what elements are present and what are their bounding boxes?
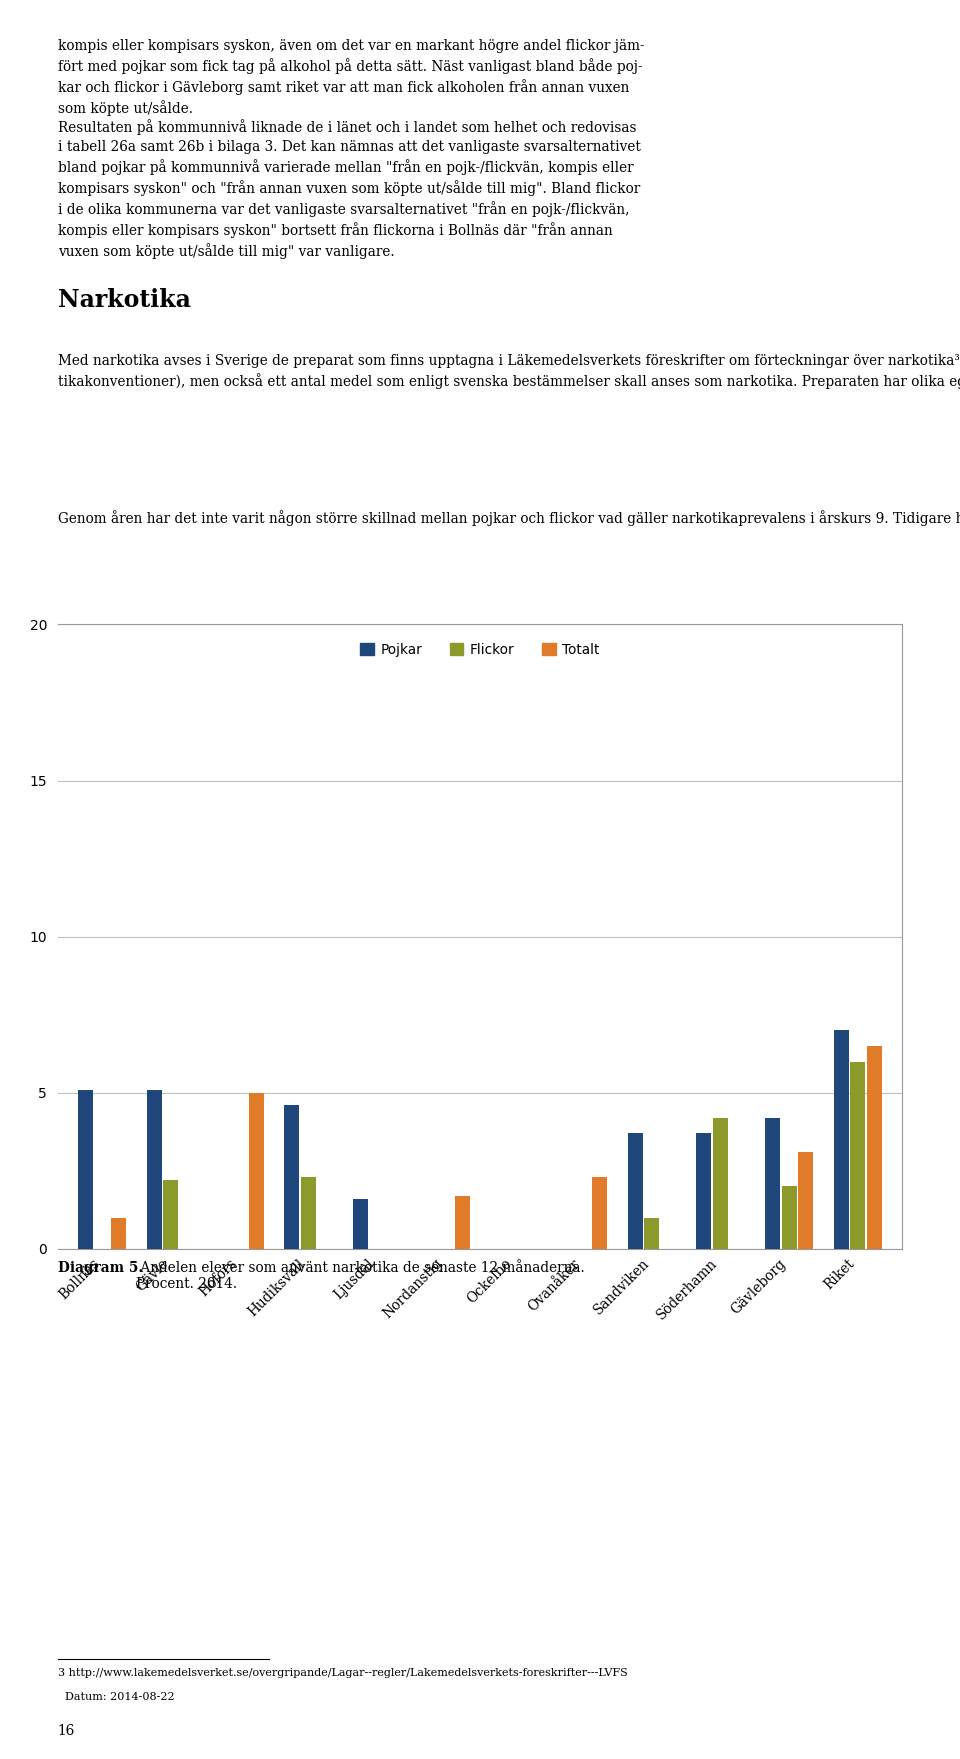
Text: 3 http://www.lakemedelsverket.se/overgripande/Lagar--regler/Lakemedelsverkets-fo: 3 http://www.lakemedelsverket.se/overgri… [58, 1668, 627, 1678]
Bar [111, 1217, 127, 1249]
Text: 16: 16 [58, 1724, 75, 1738]
Text: Med narkotika avses i Sverige de preparat som finns upptagna i Läkemedelsverkets: Med narkotika avses i Sverige de prepara… [58, 352, 960, 389]
Text: Datum: 2014-08-22: Datum: 2014-08-22 [58, 1692, 174, 1703]
Bar [867, 1047, 882, 1249]
Bar [353, 1200, 368, 1249]
Bar [284, 1105, 300, 1249]
Bar [163, 1180, 179, 1249]
Bar [249, 1092, 264, 1249]
Text: Narkotika: Narkotika [58, 288, 190, 313]
Bar [798, 1152, 813, 1249]
Bar [851, 1061, 865, 1249]
Text: Diagram 5.: Diagram 5. [58, 1261, 143, 1275]
Text: Andelen elever som använt narkotika de senaste 12 månaderna.
Procent. 2014.: Andelen elever som använt narkotika de s… [136, 1261, 585, 1291]
Bar [833, 1031, 849, 1249]
Bar [781, 1187, 797, 1249]
Bar [147, 1089, 162, 1249]
Bar [300, 1177, 316, 1249]
Bar [696, 1133, 711, 1249]
Text: kompis eller kompisars syskon, även om det var en markant högre andel flickor jä: kompis eller kompisars syskon, även om d… [58, 39, 644, 116]
Bar [713, 1117, 728, 1249]
Text: Resultaten på kommunnivå liknade de i länet och i landet som helhet och redovisa: Resultaten på kommunnivå liknade de i lä… [58, 120, 640, 259]
Text: Genom åren har det inte varit någon större skillnad mellan pojkar och flickor va: Genom åren har det inte varit någon stör… [58, 510, 960, 526]
Legend: Pojkar, Flickor, Totalt: Pojkar, Flickor, Totalt [355, 637, 605, 663]
Bar [644, 1217, 660, 1249]
Bar [78, 1089, 93, 1249]
Bar [765, 1117, 780, 1249]
Bar [592, 1177, 607, 1249]
Bar [455, 1196, 469, 1249]
Bar [628, 1133, 643, 1249]
